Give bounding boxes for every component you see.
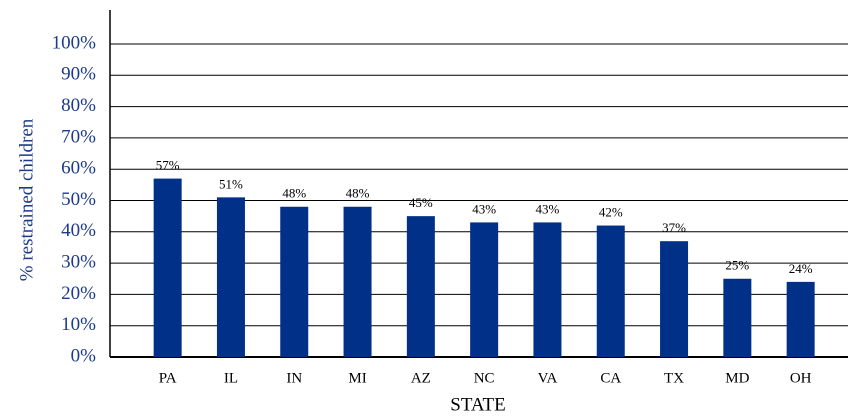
x-tick-label: IL [224,370,238,386]
value-label: 25% [725,258,749,273]
value-label: 57% [156,158,180,173]
x-tick-label: VA [538,370,558,386]
x-tick-label: PA [159,370,177,386]
bar [216,197,245,357]
y-tick-label: 100% [52,32,97,53]
y-tick-label: 30% [61,251,96,272]
value-label: 43% [472,201,496,216]
value-label: 45% [409,195,433,210]
x-tick-label: AZ [411,370,431,386]
bar [533,222,562,357]
y-tick-label: 10% [61,314,96,335]
bar [343,206,372,357]
value-label: 37% [662,220,686,235]
y-tick-label: 80% [61,95,96,116]
bar [786,281,815,357]
y-tick-label: 40% [61,220,96,241]
value-label: 24% [789,261,813,276]
bar [596,225,625,357]
x-axis-label: STATE [450,394,505,415]
y-tick-label: 0% [71,345,97,366]
value-label: 43% [536,201,560,216]
value-label: 48% [282,186,306,201]
y-tick-label: 60% [61,158,96,179]
value-label: 48% [346,186,370,201]
value-label: 42% [599,205,623,220]
x-tick-label: MI [348,370,366,386]
bar [153,178,182,357]
x-tick-label: CA [600,370,621,386]
x-tick-label: IN [286,370,302,386]
bar [280,206,309,357]
x-tick-label: NC [474,370,495,386]
y-tick-label: 20% [61,283,96,304]
value-label: 51% [219,176,243,191]
bar [470,222,499,357]
bar [660,241,689,357]
bar [406,216,435,357]
x-tick-label: TX [664,370,684,386]
x-tick-label: OH [790,370,812,386]
bar [723,278,752,357]
y-tick-label: 90% [61,64,96,85]
y-axis-label: % restrained children [16,118,37,281]
x-tick-label: MD [725,370,749,386]
y-tick-label: 70% [61,126,96,147]
y-tick-label: 50% [61,189,96,210]
